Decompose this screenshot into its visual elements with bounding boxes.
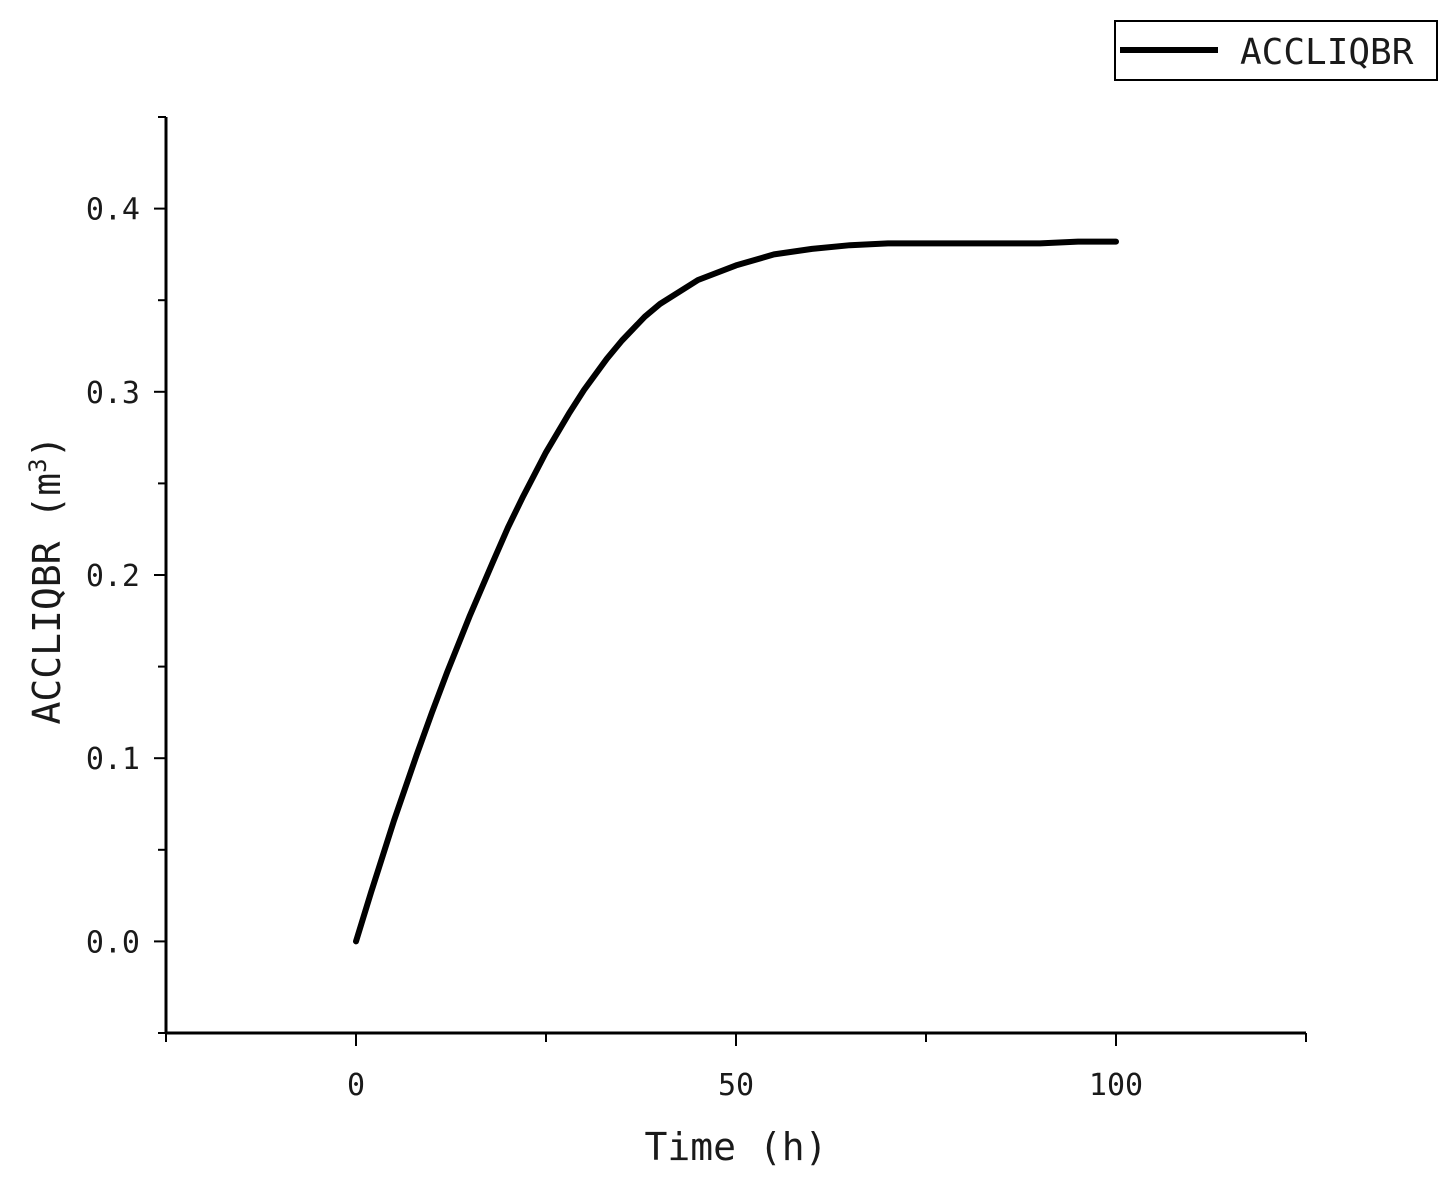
y-tick-label: 0.3: [86, 376, 140, 411]
axes: [164, 117, 1306, 1035]
x-axis-title: Time (h): [644, 1125, 827, 1169]
series-layer: [353, 238, 1119, 945]
y-axis-title: ACCLIQBR (m3): [24, 435, 69, 724]
y-axis-title-superscript: 3: [24, 458, 52, 472]
y-tick-label: 0.1: [86, 742, 140, 777]
y-tick-label: 0.0: [86, 925, 140, 960]
x-tick-label: 50: [718, 1068, 754, 1103]
y-tick-label: 0.2: [86, 559, 140, 594]
x-tick-label: 0: [347, 1068, 365, 1103]
x-tick-label: 100: [1089, 1068, 1143, 1103]
ticks: 0 50 100 0.0 0.1 0.2 0.3 0.4: [86, 116, 1307, 1103]
y-axis-title-main: ACCLIQBR (m: [25, 473, 69, 725]
series-line-accliqbr: [353, 238, 1119, 945]
legend: ACCLIQBR: [1114, 20, 1438, 81]
y-tick-label: 0.4: [86, 193, 140, 228]
y-axis-title-close: ): [25, 435, 69, 458]
legend-label: ACCLIQBR: [1240, 32, 1414, 73]
